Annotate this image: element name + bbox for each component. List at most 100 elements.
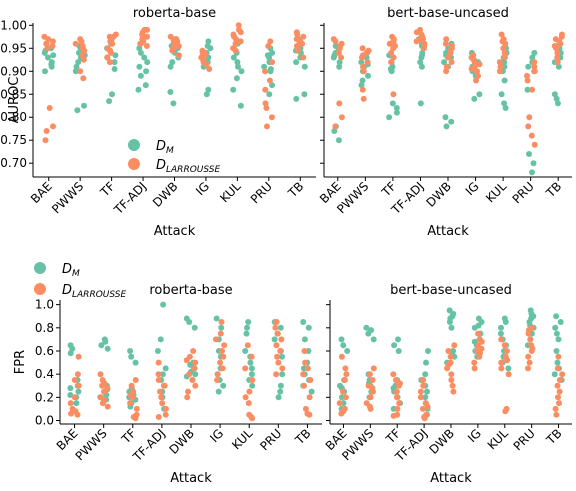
data-point-dl — [306, 411, 313, 418]
data-point-dl — [186, 371, 193, 378]
data-point-dl — [79, 52, 86, 59]
data-point-dm — [81, 102, 87, 109]
data-point-dl — [445, 54, 451, 61]
data-point-dm — [498, 324, 504, 331]
x-tick-label: KUL — [483, 179, 509, 205]
data-point-dm — [277, 388, 284, 395]
data-point-dl — [143, 43, 150, 49]
data-point-dm — [448, 324, 455, 331]
data-point-dl — [41, 33, 48, 40]
data-point-dm — [159, 371, 166, 378]
data-point-dl — [335, 49, 342, 56]
data-point-dl — [219, 348, 225, 354]
panel-3: roberta-base0.00.20.40.60.81.0FPRBAEPWWS… — [13, 283, 322, 486]
data-point-dl — [133, 405, 140, 412]
data-point-dl — [158, 394, 165, 401]
data-point-dm — [235, 63, 241, 70]
data-point-dm — [336, 63, 343, 70]
data-point-dl — [473, 77, 479, 84]
data-point-dm — [191, 324, 198, 331]
data-point-dm — [204, 43, 211, 49]
data-point-dl — [232, 40, 239, 47]
data-point-dl — [496, 59, 503, 66]
x-tick-label: TB — [285, 179, 307, 201]
data-point-dl — [498, 31, 505, 38]
x-tick-label: TB — [543, 179, 565, 201]
data-point-dl — [528, 132, 535, 139]
data-point-dl — [554, 54, 561, 61]
data-point-dl — [531, 59, 538, 66]
data-point-dm — [45, 54, 51, 61]
data-point-dl — [338, 410, 345, 417]
data-point-dl — [498, 359, 505, 366]
data-point-dl — [159, 400, 166, 407]
data-point-dl — [338, 114, 345, 121]
x-tick-label: KUL — [229, 426, 255, 452]
data-point-dl — [50, 123, 56, 130]
data-point-dl — [49, 38, 56, 45]
data-point-dl — [192, 382, 199, 389]
data-point-dl — [475, 330, 482, 337]
data-point-dl — [497, 63, 504, 70]
data-point-dm — [498, 91, 505, 98]
legend-marker-dl — [34, 283, 46, 295]
data-point-dl — [524, 77, 531, 84]
data-point-dm — [162, 365, 169, 372]
x-tick-label: PWWS — [49, 179, 86, 216]
data-point-dm — [238, 68, 245, 75]
data-point-dm — [531, 49, 538, 56]
y-tick-label: 0.80 — [0, 110, 27, 124]
data-point-dl — [525, 353, 532, 360]
data-point-dl — [174, 38, 181, 45]
data-point-dl — [265, 43, 272, 49]
data-point-dm — [336, 59, 343, 66]
x-tick-label: PWWS — [334, 179, 371, 216]
data-point-dl — [249, 415, 256, 422]
data-point-dm — [419, 52, 425, 59]
data-point-dl — [448, 371, 455, 378]
data-point-dl — [155, 414, 162, 420]
data-point-dl — [249, 377, 256, 383]
panel-title: bert-base-uncased — [390, 283, 512, 298]
data-point-dm — [249, 382, 256, 389]
data-point-dm — [422, 371, 429, 378]
data-point-dl — [555, 353, 562, 360]
y-tick-label: 0.6 — [35, 344, 54, 358]
legend-inline-label-dm: DM — [156, 139, 174, 156]
data-point-dm — [447, 315, 454, 322]
data-point-dl — [109, 40, 116, 47]
data-point-dm — [75, 388, 82, 395]
data-point-dm — [42, 68, 48, 75]
data-point-dl — [172, 43, 179, 49]
data-point-dl — [190, 365, 197, 372]
data-point-dm — [266, 91, 273, 98]
data-point-dl — [478, 345, 485, 352]
data-point-dl — [74, 371, 81, 378]
data-point-dl — [106, 59, 113, 66]
data-point-dm — [331, 52, 338, 59]
data-point-dl — [274, 330, 281, 337]
data-point-dm — [555, 63, 562, 70]
data-point-dl — [198, 54, 205, 61]
data-point-dl — [471, 365, 478, 372]
y-tick-label: 0.90 — [0, 64, 27, 78]
data-point-dl — [304, 365, 311, 372]
data-point-dl — [445, 348, 452, 354]
data-point-dl — [554, 49, 561, 56]
data-point-dm — [271, 336, 278, 343]
data-point-dl — [277, 348, 284, 354]
data-point-dl — [262, 86, 269, 93]
data-point-dl — [128, 382, 135, 389]
data-point-dl — [554, 365, 561, 372]
data-point-dl — [388, 59, 395, 66]
data-point-dm — [48, 61, 55, 68]
data-point-dm — [358, 82, 365, 89]
data-point-dm — [277, 324, 284, 331]
data-point-dl — [127, 400, 134, 407]
data-point-dl — [447, 353, 454, 360]
data-point-dl — [162, 405, 169, 412]
data-point-dl — [46, 105, 53, 111]
y-axis-label: FPR — [13, 350, 28, 374]
data-point-dl — [183, 357, 190, 364]
data-point-dl — [367, 394, 374, 401]
